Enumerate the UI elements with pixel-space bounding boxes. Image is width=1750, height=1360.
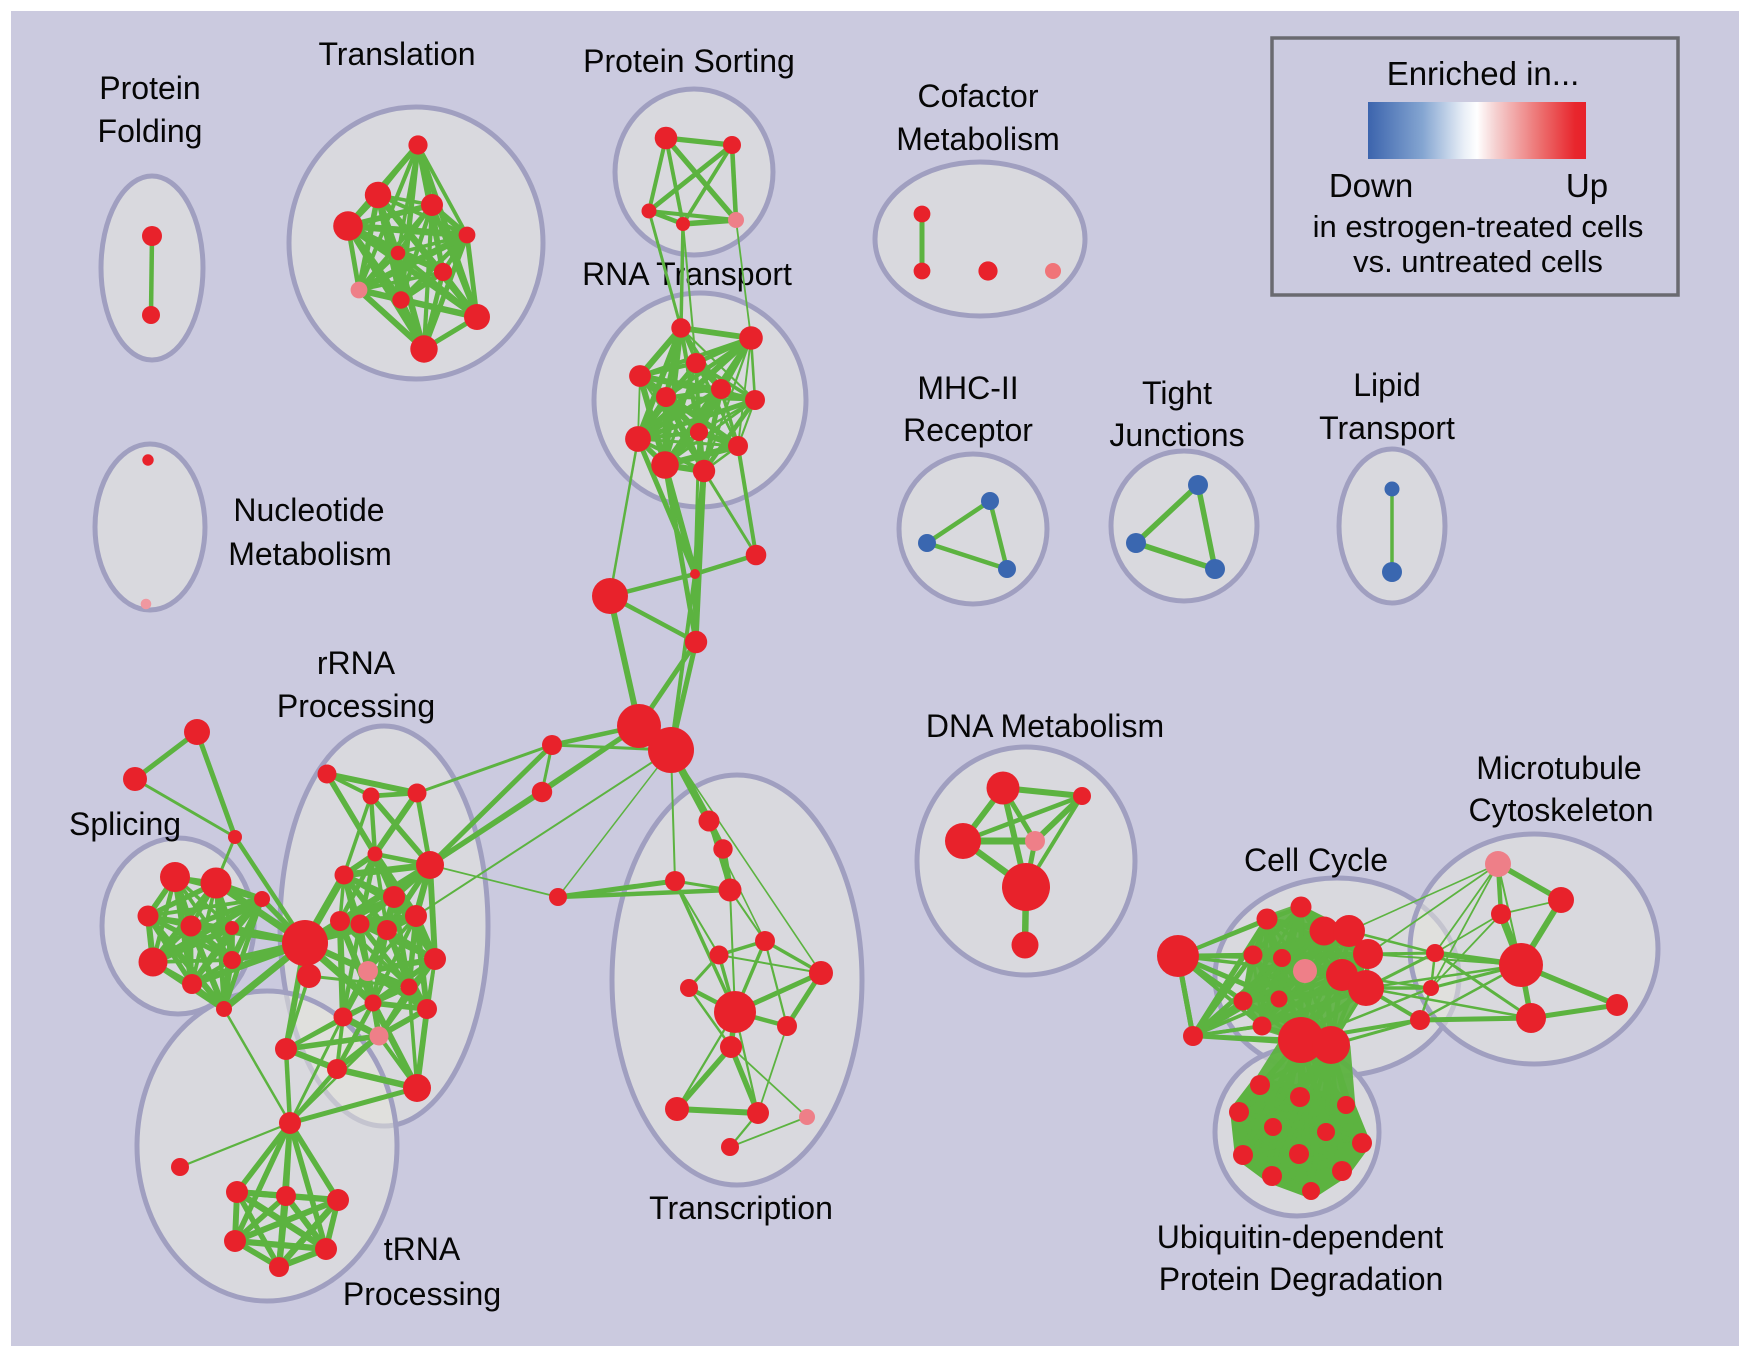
svg-text:Cofactor: Cofactor	[918, 78, 1039, 114]
svg-text:Cell Cycle: Cell Cycle	[1244, 842, 1388, 878]
svg-text:Transport: Transport	[1319, 410, 1455, 446]
svg-text:Lipid: Lipid	[1353, 367, 1421, 403]
svg-text:in estrogen-treated cells: in estrogen-treated cells	[1313, 209, 1644, 244]
svg-text:Metabolism: Metabolism	[228, 536, 392, 572]
svg-text:Down: Down	[1329, 167, 1413, 204]
svg-text:Tight: Tight	[1142, 375, 1212, 411]
svg-text:Protein Sorting: Protein Sorting	[583, 43, 795, 79]
svg-text:Protein: Protein	[99, 70, 200, 106]
svg-text:Processing: Processing	[343, 1276, 501, 1312]
svg-text:Up: Up	[1566, 167, 1608, 204]
svg-text:Protein Degradation: Protein Degradation	[1159, 1261, 1444, 1297]
svg-text:Folding: Folding	[98, 113, 203, 149]
svg-text:Enriched in...: Enriched in...	[1387, 55, 1580, 92]
svg-text:DNA Metabolism: DNA Metabolism	[926, 708, 1164, 744]
svg-text:rRNA: rRNA	[317, 645, 396, 681]
svg-text:Metabolism: Metabolism	[896, 121, 1060, 157]
svg-text:Processing: Processing	[277, 688, 435, 724]
svg-text:vs. untreated cells: vs. untreated cells	[1353, 244, 1603, 279]
svg-text:Splicing: Splicing	[69, 806, 181, 842]
svg-text:Cytoskeleton: Cytoskeleton	[1469, 792, 1654, 828]
svg-text:MHC-II: MHC-II	[917, 370, 1018, 406]
svg-text:Translation: Translation	[318, 36, 475, 72]
svg-text:Receptor: Receptor	[903, 412, 1033, 448]
svg-text:Junctions: Junctions	[1109, 417, 1244, 453]
svg-text:Ubiquitin-dependent: Ubiquitin-dependent	[1157, 1219, 1444, 1255]
svg-text:Nucleotide: Nucleotide	[233, 492, 384, 528]
svg-text:tRNA: tRNA	[384, 1231, 461, 1267]
svg-text:Transcription: Transcription	[649, 1190, 833, 1226]
svg-text:Microtubule: Microtubule	[1476, 750, 1641, 786]
